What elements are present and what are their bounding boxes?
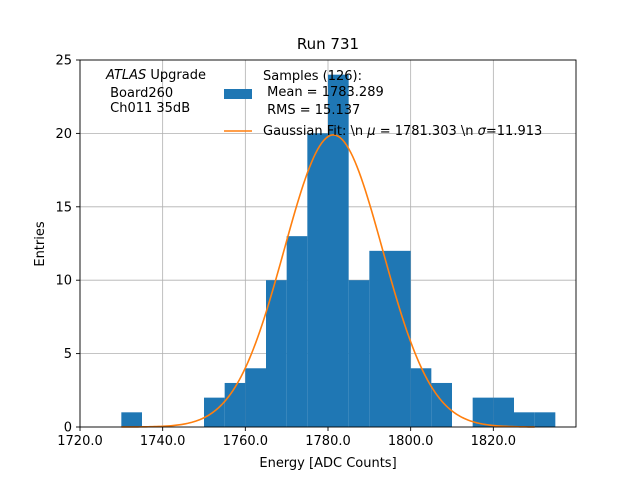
histogram-bar (307, 133, 328, 427)
histogram-bar (493, 397, 514, 427)
histogram-bars (121, 74, 556, 428)
x-tick-label: 1720.0 (57, 434, 103, 449)
gaussian-fit-curve (121, 134, 535, 428)
svg-text:ATLAS Upgrade: ATLAS Upgrade (105, 68, 206, 83)
y-tick-label: 25 (55, 54, 72, 69)
annotation-upgrade: Upgrade (146, 68, 206, 83)
chart-title: Run 731 (297, 35, 359, 53)
x-tick-label: 1800.0 (388, 434, 434, 449)
histogram-bar (472, 397, 494, 427)
y-axis-ticks: 0 5 10 15 20 25 (55, 54, 80, 436)
y-tick-label: 15 (55, 200, 72, 215)
legend: Samples (126): Mean = 1783.289 RMS = 15.… (224, 69, 542, 139)
histogram-bar (121, 412, 142, 427)
x-tick-label: 1820.0 (471, 434, 517, 449)
legend-mean-label: Mean = 1783.289 (263, 85, 384, 100)
y-tick-label: 20 (55, 127, 72, 142)
histogram-bar (328, 74, 349, 428)
histogram-bar (534, 412, 556, 427)
annotation-board: Board260 (106, 86, 173, 101)
histogram-bar (266, 280, 287, 427)
y-tick-label: 0 (64, 421, 72, 436)
x-axis-ticks: 1720.0 1740.0 1760.0 1780.0 1800.0 1820.0 (57, 427, 516, 449)
histogram-bar (431, 382, 452, 427)
annotation-channel: Ch011 35dB (106, 101, 190, 116)
legend-rms-label: RMS = 15.137 (263, 103, 360, 118)
legend-fit-mid: = 1781.303 \n (376, 124, 478, 139)
x-tick-label: 1780.0 (305, 434, 351, 449)
histogram-bar (390, 250, 411, 427)
legend-fit-sigma-symbol: σ (478, 124, 487, 139)
legend-fit-prefix: Gaussian Fit: \n (263, 124, 367, 139)
y-tick-label: 5 (64, 347, 72, 362)
legend-fit-suffix: =11.913 (486, 124, 542, 139)
legend-histogram-swatch (224, 89, 252, 99)
x-axis-label: Energy [ADC Counts] (259, 456, 396, 471)
atlas-annotation: ATLAS Upgrade Board260 Ch011 35dB (105, 68, 206, 116)
legend-fit-label: Gaussian Fit: \n μ = 1781.303 \n σ=11.91… (263, 124, 542, 139)
histogram-bar (514, 412, 535, 427)
histogram-bar (369, 250, 390, 427)
legend-fit-mu-symbol: μ (366, 124, 375, 139)
annotation-atlas: ATLAS (105, 68, 146, 83)
x-tick-label: 1760.0 (223, 434, 269, 449)
y-axis-label: Entries (33, 221, 48, 267)
y-tick-label: 10 (55, 274, 72, 289)
histogram-bar (286, 236, 308, 427)
histogram-bar (410, 368, 432, 427)
x-tick-label: 1740.0 (140, 434, 186, 449)
histogram-bar (224, 382, 246, 427)
histogram-bar (348, 280, 370, 427)
legend-samples-label: Samples (126): (263, 69, 362, 84)
histogram-bar (245, 368, 266, 427)
histogram-bar (204, 397, 225, 427)
